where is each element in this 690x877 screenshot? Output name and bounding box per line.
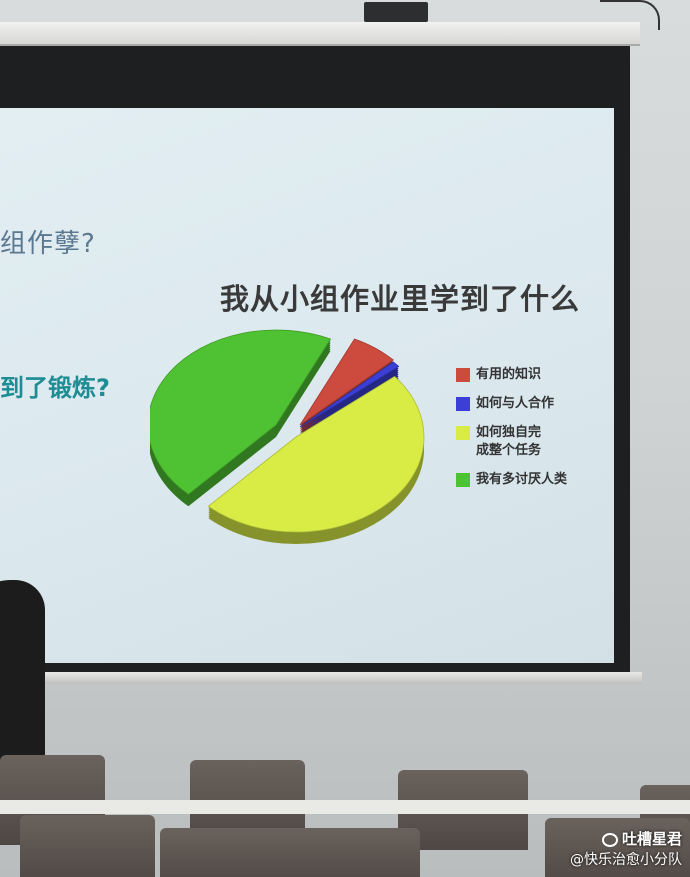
partial-heading-2: 到了锻炼? (0, 374, 110, 402)
partial-heading-1: 组作孽? (0, 229, 96, 259)
chart-title: 我从小组作业里学到了什么 (220, 282, 581, 316)
chart-legend: 有用的知识如何与人合作如何独自完 成整个任务我有多讨厌人类 (456, 366, 606, 500)
legend-swatch (456, 397, 470, 411)
projector-screen-bottom-bar (0, 672, 642, 684)
ceiling-cable (600, 0, 660, 30)
legend-swatch (456, 473, 470, 487)
chair (160, 828, 420, 877)
desk-edge (0, 800, 690, 814)
ceiling-projector-mount (364, 2, 428, 22)
pie-slice-0 (299, 338, 394, 426)
chair (545, 818, 690, 877)
weibo-logo-icon (601, 832, 618, 847)
legend-item: 有用的知识 (456, 366, 606, 384)
presenter-silhouette (0, 580, 45, 780)
watermark: 吐槽星君 @快乐治愈小分队 (570, 828, 682, 869)
legend-label: 如何独自完 成整个任务 (476, 425, 542, 458)
legend-swatch (456, 368, 470, 382)
legend-swatch (456, 426, 470, 440)
pie-slice-3 (150, 329, 332, 495)
pie-chart (150, 329, 425, 544)
legend-label: 如何与人合作 (476, 396, 555, 411)
chair (20, 815, 155, 877)
legend-item: 如何独自完 成整个任务 (456, 424, 606, 460)
projector-screen-housing (0, 22, 640, 46)
projected-slide: 组作孽? 到了锻炼? 我从小组作业里学到了什么 有用的知识如何与人合作如何独自完… (0, 108, 614, 663)
legend-label: 有用的知识 (476, 367, 542, 382)
legend-item: 如何与人合作 (456, 395, 606, 413)
legend-item: 我有多讨厌人类 (456, 471, 606, 489)
pie-slice-2 (207, 375, 425, 533)
pie-slice-1 (299, 361, 400, 428)
watermark-line1: 吐槽星君 (621, 830, 682, 848)
watermark-line2: @快乐治愈小分队 (570, 852, 682, 868)
legend-label: 我有多讨厌人类 (476, 472, 568, 487)
